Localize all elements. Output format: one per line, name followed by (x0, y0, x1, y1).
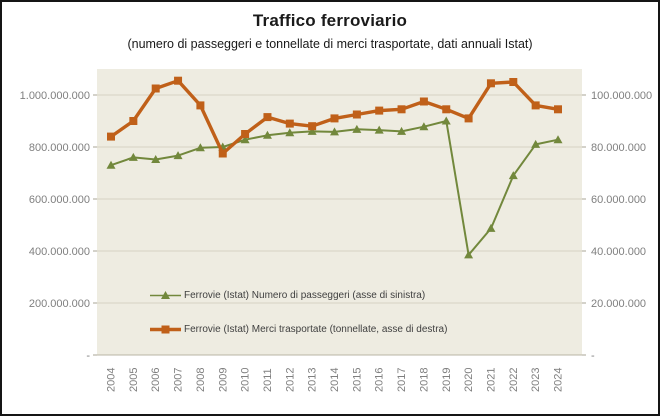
passengers-data-point (374, 125, 384, 134)
x-axis-tick-label: 2020 (463, 368, 475, 392)
freight-data-point (174, 76, 183, 85)
freight-data-point (308, 122, 317, 131)
freight-data-point (419, 97, 428, 106)
chart-subtitle: (numero di passeggeri e tonnellate di me… (127, 37, 533, 51)
x-axis-tick-label: 2012 (284, 368, 296, 392)
passengers-data-point (330, 127, 339, 136)
x-axis-tick-label: 2007 (173, 368, 185, 392)
x-axis-tick-label: 2023 (530, 368, 542, 392)
x-axis-tick-label: 2024 (553, 368, 565, 392)
x-axis-tick-label: 2004 (106, 368, 118, 392)
passengers-data-point (195, 143, 205, 152)
freight-data-point (397, 105, 406, 114)
x-axis-tick-label: 2015 (351, 368, 363, 392)
freight-data-point (486, 79, 495, 88)
chart-title: Traffico ferroviario (252, 11, 408, 30)
passengers-data-point (486, 223, 496, 232)
left-axis-tick-label: 400.000.000 (29, 246, 90, 258)
freight-data-point (509, 78, 518, 86)
legend-item-merci: Ferrovie (Istat) Merci trasportate (tonn… (150, 323, 447, 336)
freight-data-point (129, 117, 138, 125)
passengers-data-point (464, 250, 474, 259)
passengers-data-point (173, 151, 183, 160)
freight-data-point (531, 101, 540, 110)
passengers-data-point (262, 130, 272, 139)
freight-data-point (464, 114, 473, 123)
passengers-data-point (397, 126, 407, 135)
passengers-data-point (508, 171, 518, 180)
freight-data-point (218, 149, 227, 158)
right-axis-tick-label: 80.000.000 (591, 142, 646, 154)
passengers-data-point (240, 135, 250, 144)
freight-data-point (196, 101, 205, 110)
right-axis-tick-label: 60.000.000 (591, 194, 646, 206)
x-axis-tick-label: 2006 (150, 368, 162, 392)
x-axis-tick-label: 2017 (396, 368, 408, 392)
x-axis-tick-label: 2008 (195, 368, 207, 392)
passengers-data-point (441, 116, 451, 125)
freight-data-point (107, 132, 115, 141)
passengers-data-point (151, 154, 161, 163)
x-axis-tick-label: 2009 (217, 368, 229, 392)
x-axis-tick-label: 2019 (441, 368, 453, 392)
freight-data-point (263, 113, 272, 122)
right-axis-tick-label: 100.000.000 (591, 90, 652, 102)
left-axis-tick-label: 200.000.000 (29, 298, 90, 310)
chart-legend: Ferrovie (Istat) Numero di passeggeri (a… (150, 289, 447, 357)
freight-series-marker-icon (150, 325, 181, 334)
right-axis-tick-label: 40.000.000 (591, 246, 646, 258)
freight-data-point (554, 105, 562, 114)
x-axis-tick-label: 2005 (128, 368, 140, 392)
passengers-data-point (352, 124, 362, 133)
passengers-data-point (128, 152, 138, 161)
left-axis-tick-label: 600.000.000 (29, 194, 90, 206)
freight-data-point (241, 130, 250, 138)
passengers-data-point (553, 135, 563, 144)
freight-data-point (285, 119, 294, 128)
freight-data-point (352, 110, 361, 119)
x-axis-tick-label: 2016 (374, 368, 386, 392)
passengers-data-point (531, 139, 541, 148)
x-axis-tick-label: 2014 (329, 368, 341, 392)
freight-data-point (330, 114, 339, 123)
passengers-data-point (307, 126, 317, 135)
passengers-data-point (419, 122, 429, 131)
legend-label-passeggeri: Ferrovie (Istat) Numero di passeggeri (a… (184, 290, 426, 301)
x-axis-tick-label: 2010 (240, 368, 252, 392)
passengers-data-point (285, 128, 295, 137)
left-axis-tick-label: 800.000.000 (29, 142, 90, 154)
x-axis-tick-label: 2022 (508, 368, 520, 392)
passengers-series-marker-icon (150, 291, 181, 299)
x-axis-tick-label: 2011 (262, 368, 274, 392)
x-axis-tick-label: 2013 (307, 368, 319, 392)
right-axis-tick-label: 20.000.000 (591, 298, 646, 310)
freight-data-point (375, 106, 384, 115)
legend-label-merci: Ferrovie (Istat) Merci trasportate (tonn… (184, 324, 448, 335)
legend-item-passeggeri: Ferrovie (Istat) Numero di passeggeri (a… (150, 289, 447, 302)
left-axis-tick-label: 1.000.000.000 (20, 90, 90, 102)
freight-data-point (151, 84, 160, 93)
left-axis-tick-label: - (86, 350, 90, 362)
passengers-data-point (106, 160, 116, 169)
x-axis-tick-label: 2021 (485, 368, 497, 392)
right-axis-tick-label: - (591, 350, 595, 362)
x-axis-tick-label: 2018 (418, 368, 430, 392)
freight-data-point (442, 105, 451, 114)
